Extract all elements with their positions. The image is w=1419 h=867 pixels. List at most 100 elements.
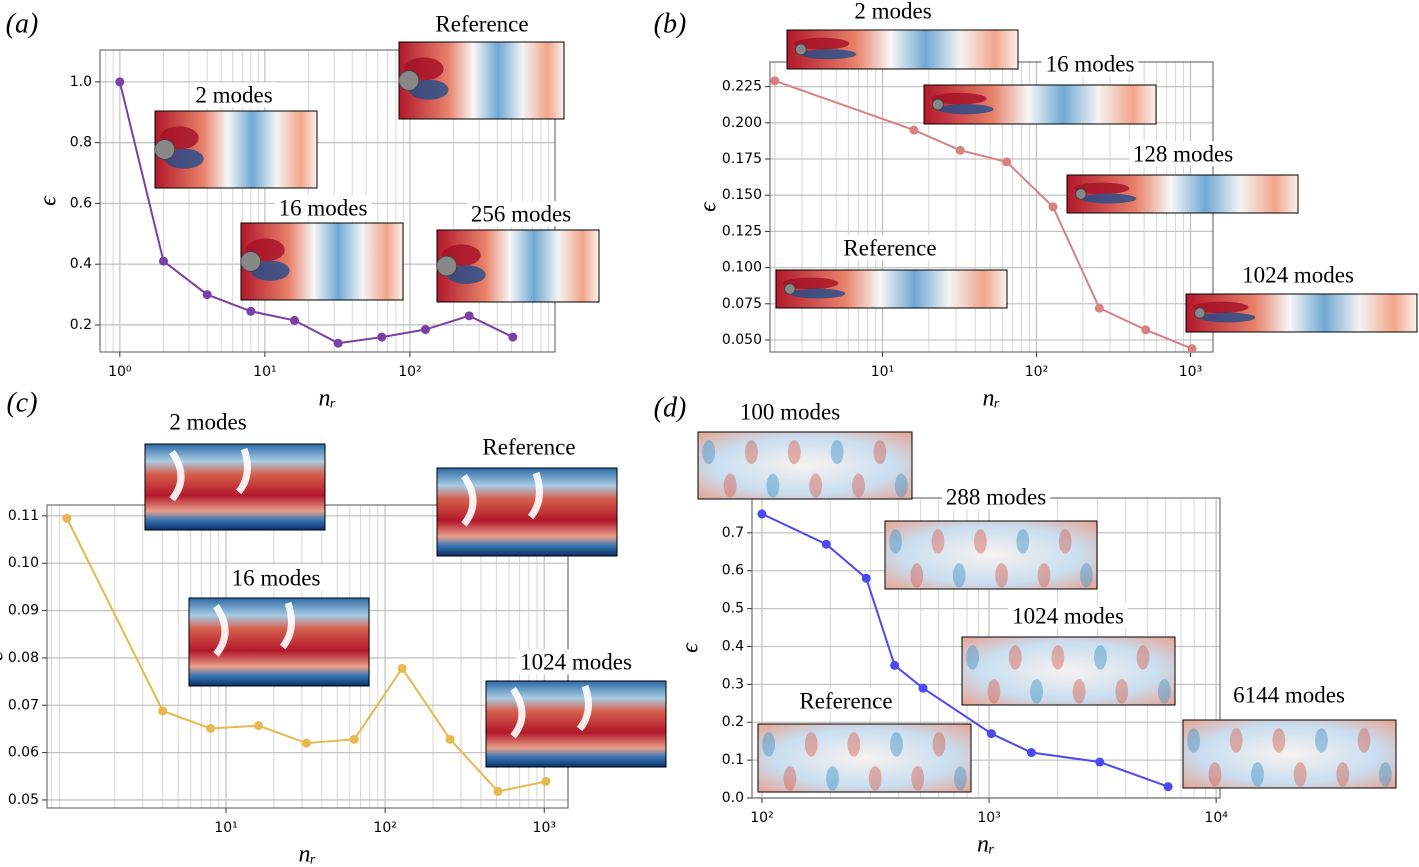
inset-label: 2 modes [195, 82, 272, 107]
inset [1066, 174, 1299, 214]
panel-label: (a) [6, 8, 39, 39]
eddy [1136, 645, 1150, 670]
eddy [830, 440, 844, 465]
inset [144, 443, 326, 531]
data-point [890, 660, 900, 670]
eddy [1272, 728, 1286, 753]
data-point [301, 738, 311, 748]
label-background [1238, 262, 1358, 288]
data-point [1048, 202, 1058, 212]
label-background [941, 484, 1051, 510]
y-tick-label: 0.3 [722, 676, 744, 692]
y-tick-label: 0.0 [722, 790, 744, 806]
cylinder [1075, 188, 1087, 200]
inset-label: 100 modes [740, 399, 840, 424]
data-point [115, 77, 125, 87]
panel-label: (b) [654, 8, 687, 39]
wake-blue [164, 148, 204, 169]
eddy [1008, 645, 1022, 670]
inset-label: 16 modes [279, 195, 368, 220]
inset [1185, 293, 1418, 333]
y-tick-label: 0.2 [722, 714, 744, 730]
eddy [852, 473, 865, 498]
land [510, 684, 592, 739]
inset [154, 110, 318, 189]
data-point [445, 734, 455, 744]
land [213, 601, 295, 657]
eddy [932, 732, 946, 757]
data-point [955, 145, 965, 155]
inset-image [961, 636, 1176, 706]
wake-red [930, 92, 987, 105]
label-background [165, 409, 251, 435]
data-point [1141, 325, 1151, 335]
data-point [202, 290, 212, 300]
inset-label: Reference [482, 434, 575, 459]
eddy [762, 732, 776, 757]
x-axis-title: nᵣ [983, 386, 1001, 412]
label-background [850, 0, 936, 24]
y-tick-label: 0.1 [722, 752, 744, 768]
y-tick-label: 0.6 [70, 195, 92, 211]
label-background [274, 195, 372, 221]
x-tick-label: 10⁰ [108, 364, 132, 380]
inset [923, 84, 1157, 125]
data-line [118, 81, 514, 345]
inset-label: Reference [435, 11, 528, 36]
data-point [986, 729, 996, 739]
data-point [757, 509, 767, 519]
data-point [1187, 344, 1197, 354]
y-tick-label: 0.6 [722, 563, 744, 579]
panel: 10¹ 10² 10³ 0.050 0.075 0.100 0.125 0.150 0.175 0… [654, 8, 1418, 412]
eddy [1037, 563, 1051, 588]
y-axis-title: ϵ [36, 195, 62, 206]
inset [757, 723, 972, 793]
cylinder [398, 70, 420, 91]
eddy [826, 766, 839, 791]
data-point [918, 683, 928, 693]
y-tick-label: 0.7 [722, 525, 744, 541]
wake-blue [1080, 193, 1137, 204]
y-tick-label: 0.050 [722, 332, 762, 348]
eddy [1208, 762, 1222, 787]
eddy [766, 473, 780, 498]
inset [188, 597, 370, 687]
data-point [158, 256, 168, 266]
eddy [702, 440, 716, 465]
y-tick-label: 0.100 [722, 260, 762, 276]
x-tick-label: 10² [1025, 364, 1048, 380]
label-background [191, 82, 277, 108]
eddy [966, 645, 980, 670]
x-tick-label: 10² [373, 820, 396, 836]
y-tick-label: 0.8 [70, 135, 92, 151]
eddy [1378, 762, 1392, 787]
data-line [65, 517, 547, 793]
eddy [931, 529, 945, 554]
eddy [1016, 529, 1030, 554]
y-tick-label: 0.4 [722, 638, 744, 654]
data-point [1094, 303, 1104, 313]
eddy [868, 766, 882, 791]
cylinder [436, 255, 458, 277]
data-line [774, 79, 1193, 350]
plot-frame [99, 49, 556, 353]
x-tick-label: 10³ [1179, 364, 1202, 380]
data-point [493, 786, 503, 796]
wake-blue [937, 104, 994, 115]
data-point [62, 513, 72, 523]
y-tick-label: 0.175 [722, 151, 762, 167]
data-point [1163, 782, 1173, 792]
x-axis-title: nᵣ [299, 842, 317, 867]
y-tick-label: 0.4 [70, 256, 92, 272]
cylinder [240, 251, 262, 272]
inset [240, 222, 404, 301]
eddy [1157, 679, 1171, 704]
label-background [1008, 603, 1128, 629]
wake-red [793, 37, 850, 50]
x-tick-label: 10² [398, 364, 421, 380]
eddy [974, 529, 987, 554]
eddy [894, 473, 908, 498]
eddy [783, 766, 797, 791]
y-tick-label: 0.09 [8, 603, 39, 619]
